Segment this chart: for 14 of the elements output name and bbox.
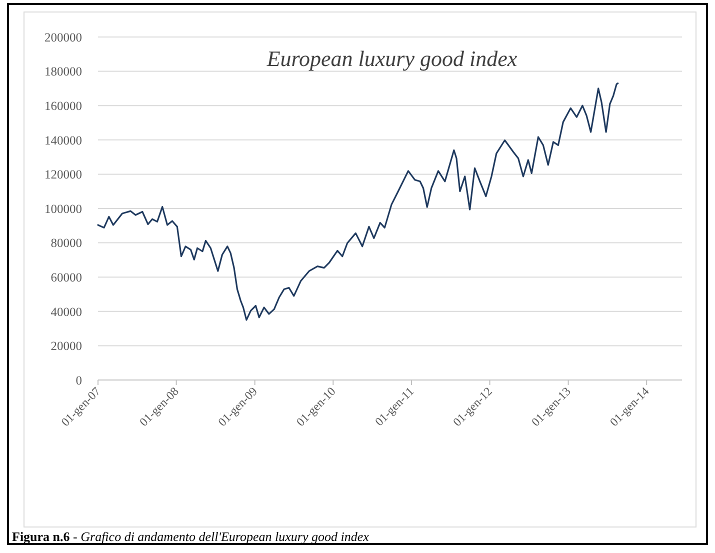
y-tick-label: 80000 — [50, 236, 82, 250]
y-tick-label: 40000 — [50, 304, 82, 319]
chart-title: European luxury good index — [266, 46, 518, 71]
y-tick-label: 180000 — [44, 64, 82, 79]
y-tick-label: 140000 — [44, 133, 82, 148]
y-tick-label: 100000 — [44, 202, 82, 216]
y-tick-label: 60000 — [50, 270, 82, 284]
y-tick-label: 0 — [76, 373, 82, 388]
line-series — [97, 82, 619, 321]
text: Figura n.6 - Grafico di andamento dell'European luxury good index — [12, 529, 370, 544]
y-tick-label: 160000 — [44, 98, 82, 113]
y-tick-label: 120000 — [44, 168, 82, 182]
y-tick-label: 200000 — [44, 30, 82, 44]
y-tick-label: 20000 — [50, 339, 82, 354]
